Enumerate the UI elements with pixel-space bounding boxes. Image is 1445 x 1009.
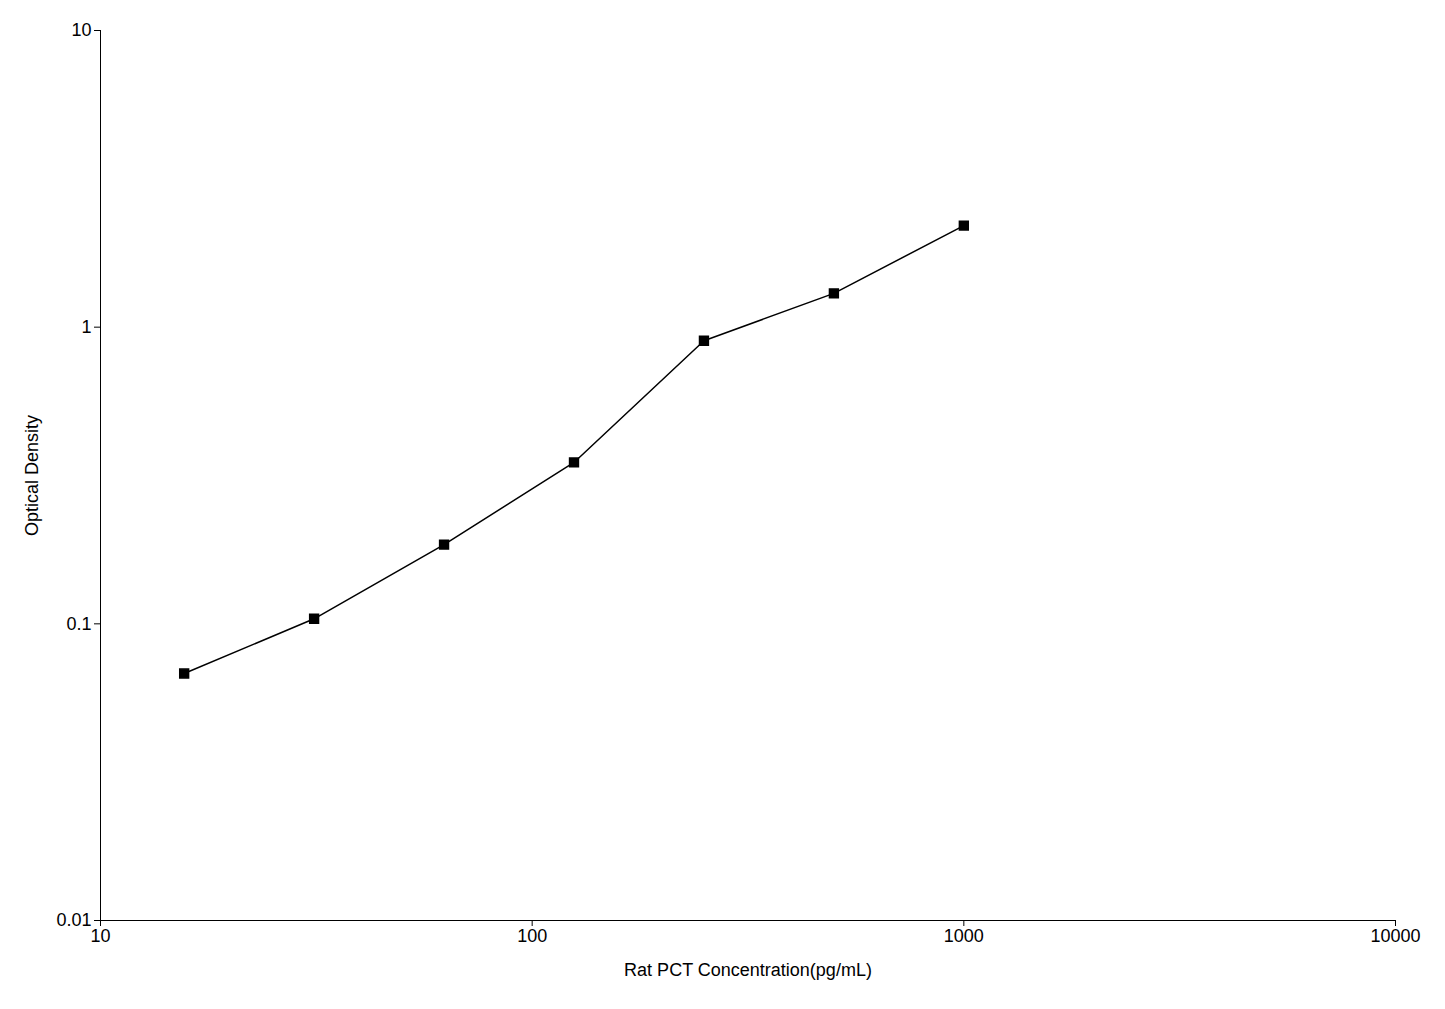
- svg-text:0.01: 0.01: [56, 910, 91, 930]
- svg-text:1: 1: [81, 317, 91, 337]
- svg-text:100: 100: [517, 926, 547, 946]
- svg-text:0.1: 0.1: [66, 614, 91, 634]
- svg-text:10: 10: [71, 20, 91, 40]
- svg-text:10: 10: [90, 926, 110, 946]
- svg-text:10000: 10000: [1370, 926, 1420, 946]
- svg-text:Optical Density: Optical Density: [22, 415, 42, 536]
- svg-text:Rat PCT Concentration(pg/mL): Rat PCT Concentration(pg/mL): [624, 960, 872, 980]
- svg-text:1000: 1000: [944, 926, 984, 946]
